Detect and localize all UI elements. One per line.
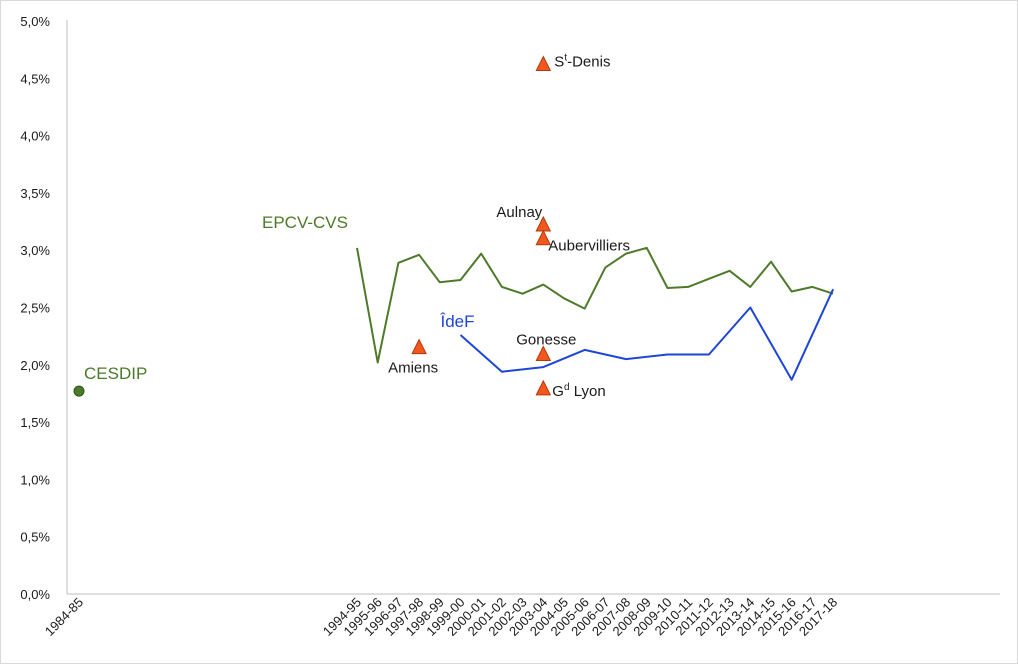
series-layer: [356, 246, 835, 381]
y-tick-label: 2,5%: [20, 301, 50, 316]
points-layer: [73, 385, 85, 397]
y-tick-label: 0,5%: [20, 530, 50, 545]
label-gonesse: Gonesse: [516, 331, 576, 348]
label-amiens: Amiens: [388, 360, 438, 377]
y-tick-label: 4,5%: [20, 71, 50, 86]
y-tick-label: 3,5%: [20, 186, 50, 201]
y-tick-label: 5,0%: [20, 14, 50, 29]
label-epcv-cvs: EPCV-CVS: [262, 213, 348, 232]
y-tick-label: 2,0%: [20, 358, 50, 373]
label-gd-lyon: Gd Lyon: [552, 382, 605, 400]
series-line-epcv-cvs: [356, 246, 834, 364]
label-st-denis: St-Denis: [554, 53, 610, 71]
y-tick-label: 0,0%: [20, 587, 50, 602]
marker-aubervilliers: [535, 229, 552, 246]
labels-layer: CESDIP EPCV-CVS ÎdeF St-Denis Aulnay Aubervil…: [84, 53, 630, 400]
marker-amiens: [411, 338, 427, 355]
point-cesdip: [73, 385, 85, 397]
y-tick-label: 1,0%: [20, 472, 50, 487]
label-idef: ÎdeF: [440, 312, 475, 331]
axes: [66, 20, 1000, 595]
x-tick-labels: 1984-85 1994-951995-961996-971997-981998-…: [42, 595, 840, 639]
marker-st-denis: [535, 55, 552, 72]
marker-gd-lyon: [535, 379, 552, 396]
label-aulnay: Aulnay: [496, 204, 542, 221]
marker-gonesse: [535, 345, 552, 361]
y-tick-label: 1,5%: [20, 415, 50, 430]
y-tick-label: 3,0%: [20, 243, 50, 258]
series-line-idef: [459, 288, 835, 381]
label-cesdip: CESDIP: [84, 364, 147, 383]
label-aubervilliers: Aubervilliers: [548, 238, 630, 255]
y-tick-label: 4,0%: [20, 129, 50, 144]
y-tick-labels: 0,0% 0,5% 1,0% 1,5% 2,0% 2,5% 3,0% 3,5% 4,0% 4,5%…: [20, 14, 50, 602]
markers-layer: [411, 55, 552, 396]
